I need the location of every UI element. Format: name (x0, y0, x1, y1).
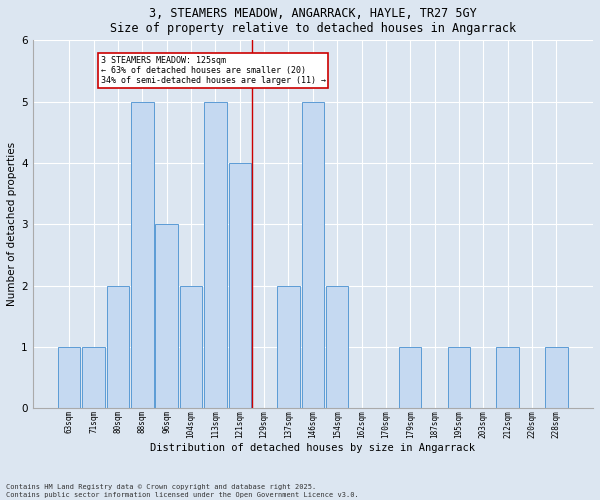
Bar (58, 347, 80, 408)
Bar (155, 224, 178, 408)
Bar (326, 286, 349, 408)
Bar (180, 286, 202, 408)
Bar (399, 347, 421, 408)
Bar (82, 347, 105, 408)
Bar (545, 347, 568, 408)
Bar (107, 286, 129, 408)
Bar (277, 286, 299, 408)
Text: 3 STEAMERS MEADOW: 125sqm
← 63% of detached houses are smaller (20)
34% of semi-: 3 STEAMERS MEADOW: 125sqm ← 63% of detac… (101, 56, 326, 86)
X-axis label: Distribution of detached houses by size in Angarrack: Distribution of detached houses by size … (151, 443, 475, 453)
Y-axis label: Number of detached properties: Number of detached properties (7, 142, 17, 306)
Bar (496, 347, 519, 408)
Bar (302, 102, 324, 408)
Bar (229, 163, 251, 408)
Bar (448, 347, 470, 408)
Bar (131, 102, 154, 408)
Bar (204, 102, 227, 408)
Title: 3, STEAMERS MEADOW, ANGARRACK, HAYLE, TR27 5GY
Size of property relative to deta: 3, STEAMERS MEADOW, ANGARRACK, HAYLE, TR… (110, 7, 516, 35)
Text: Contains HM Land Registry data © Crown copyright and database right 2025.
Contai: Contains HM Land Registry data © Crown c… (6, 484, 359, 498)
